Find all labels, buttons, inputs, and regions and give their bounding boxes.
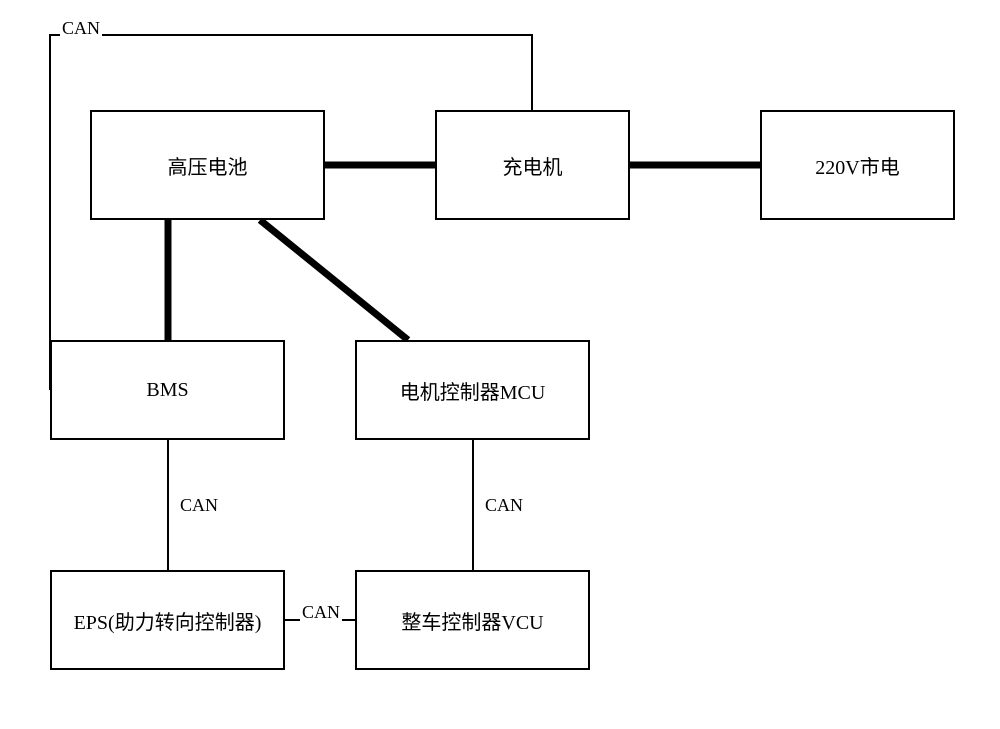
node-label-charger: 充电机	[503, 151, 563, 180]
edge-label-charger-bms: CAN	[60, 18, 102, 39]
node-label-mcu: 电机控制器MCU	[400, 376, 546, 405]
node-hv_battery: 高压电池	[90, 110, 325, 220]
node-mcu: 电机控制器MCU	[355, 340, 590, 440]
edge-label-bms-eps: CAN	[178, 495, 220, 516]
node-label-eps: EPS(助力转向控制器)	[74, 606, 262, 635]
edge-label-mcu-vcu: CAN	[483, 495, 525, 516]
node-vcu: 整车控制器VCU	[355, 570, 590, 670]
node-mains: 220V市电	[760, 110, 955, 220]
node-bms: BMS	[50, 340, 285, 440]
node-charger: 充电机	[435, 110, 630, 220]
node-label-mains: 220V市电	[815, 151, 899, 180]
node-label-vcu: 整车控制器VCU	[401, 606, 543, 635]
node-label-hv_battery: 高压电池	[168, 151, 248, 180]
edge-hv_battery-mcu	[260, 220, 408, 340]
node-label-bms: BMS	[146, 379, 188, 402]
edge-label-eps-vcu: CAN	[300, 602, 342, 623]
node-eps: EPS(助力转向控制器)	[50, 570, 285, 670]
